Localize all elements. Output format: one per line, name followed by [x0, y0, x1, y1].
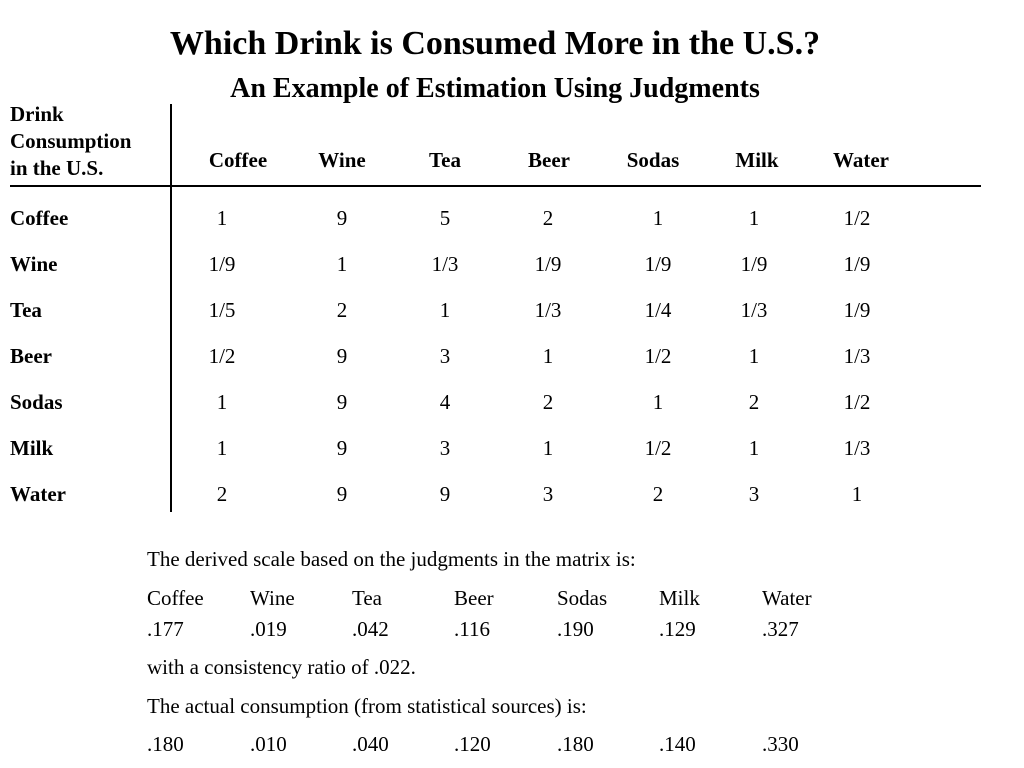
matrix-cell: 2: [748, 390, 760, 414]
matrix-horizontal-divider: [10, 185, 981, 187]
derived-intro: The derived scale based on the judgments…: [147, 547, 636, 571]
matrix-cell: 2: [542, 206, 554, 230]
matrix-cell: 1: [652, 206, 664, 230]
derived-value: .042: [352, 617, 389, 641]
slide-title: Which Drink is Consumed More in the U.S.…: [169, 25, 821, 62]
actual-value: .040: [352, 732, 389, 756]
matrix-cell: 1: [216, 390, 228, 414]
row-header: Wine: [10, 252, 58, 276]
matrix-cell: 1/2: [843, 206, 871, 230]
matrix-cell: 2: [216, 482, 228, 506]
matrix-cell: 3: [542, 482, 554, 506]
matrix-cell: 1/9: [644, 252, 672, 276]
matrix-cell: 1/3: [431, 252, 459, 276]
matrix-cell: 3: [748, 482, 760, 506]
column-header: Sodas: [626, 148, 680, 172]
column-header: Wine: [318, 148, 366, 172]
matrix-vertical-divider: [170, 104, 172, 512]
matrix-cell: 9: [336, 436, 348, 460]
matrix-cell: 1/3: [843, 344, 871, 368]
matrix-cell: 1/2: [843, 390, 871, 414]
matrix-corner-label: Drink Consumption in the U.S.: [10, 101, 170, 182]
matrix-cell: 3: [439, 436, 451, 460]
derived-value: .190: [557, 617, 594, 641]
matrix-cell: 9: [336, 206, 348, 230]
matrix-cell: 1: [216, 206, 228, 230]
column-header: Tea: [429, 148, 461, 172]
matrix-cell: 9: [336, 344, 348, 368]
derived-label: Sodas: [557, 586, 608, 610]
matrix-cell: 9: [336, 482, 348, 506]
matrix-cell: 1: [851, 482, 863, 506]
derived-label: Coffee: [147, 586, 204, 610]
matrix-cell: 1/9: [208, 252, 236, 276]
matrix-cell: 1: [439, 298, 451, 322]
matrix-cell: 1/9: [843, 252, 871, 276]
column-header: Milk: [735, 148, 779, 172]
column-header: Beer: [528, 148, 570, 172]
matrix-cell: 1/2: [644, 344, 672, 368]
matrix-cell: 1: [216, 436, 228, 460]
derived-value: .116: [454, 617, 490, 641]
column-header: Coffee: [208, 148, 268, 172]
matrix-cell: 5: [439, 206, 451, 230]
row-header: Milk: [10, 436, 54, 460]
matrix-cell: 1: [748, 344, 760, 368]
row-header: Beer: [10, 344, 52, 368]
corner-line: Consumption: [10, 129, 132, 153]
derived-label: Wine: [250, 586, 295, 610]
actual-value: .180: [557, 732, 594, 756]
matrix-cell: 1/5: [208, 298, 236, 322]
slide-subtitle: An Example of Estimation Using Judgments: [230, 73, 760, 104]
derived-label: Beer: [454, 586, 494, 610]
actual-value: .120: [454, 732, 491, 756]
matrix-cell: 4: [439, 390, 451, 414]
row-header: Sodas: [10, 390, 63, 414]
corner-line: Drink: [10, 102, 64, 126]
matrix-cell: 1: [748, 436, 760, 460]
matrix-cell: 1/2: [208, 344, 236, 368]
matrix-cell: 9: [439, 482, 451, 506]
matrix-cell: 1: [336, 252, 348, 276]
row-header: Coffee: [10, 206, 69, 230]
derived-value: .327: [762, 617, 799, 641]
derived-label: Milk: [659, 586, 700, 610]
actual-value: .010: [250, 732, 287, 756]
derived-value: .019: [250, 617, 287, 641]
matrix-cell: 1/9: [843, 298, 871, 322]
row-header: Tea: [10, 298, 42, 322]
matrix-cell: 9: [336, 390, 348, 414]
column-header: Water: [833, 148, 889, 172]
actual-value: .330: [762, 732, 799, 756]
matrix-cell: 3: [439, 344, 451, 368]
derived-value: .177: [147, 617, 184, 641]
matrix-cell: 1/2: [644, 436, 672, 460]
matrix-cell: 2: [542, 390, 554, 414]
matrix-cell: 1/3: [843, 436, 871, 460]
actual-value: .140: [659, 732, 696, 756]
matrix-cell: 1/4: [644, 298, 672, 322]
matrix-cell: 1: [748, 206, 760, 230]
derived-label: Water: [762, 586, 812, 610]
derived-value: .129: [659, 617, 696, 641]
actual-intro: The actual consumption (from statistical…: [147, 694, 587, 718]
matrix-cell: 1/9: [740, 252, 768, 276]
matrix-cell: 1/3: [534, 298, 562, 322]
matrix-cell: 1: [542, 436, 554, 460]
derived-label: Tea: [352, 586, 383, 610]
corner-line: in the U.S.: [10, 156, 104, 180]
matrix-cell: 1: [652, 390, 664, 414]
matrix-cell: 1: [542, 344, 554, 368]
matrix-cell: 2: [652, 482, 664, 506]
row-header: Water: [10, 482, 66, 506]
matrix-cell: 1/9: [534, 252, 562, 276]
consistency-text: with a consistency ratio of .022.: [147, 655, 416, 679]
matrix-cell: 1/3: [740, 298, 768, 322]
matrix-cell: 2: [336, 298, 348, 322]
actual-value: .180: [147, 732, 184, 756]
